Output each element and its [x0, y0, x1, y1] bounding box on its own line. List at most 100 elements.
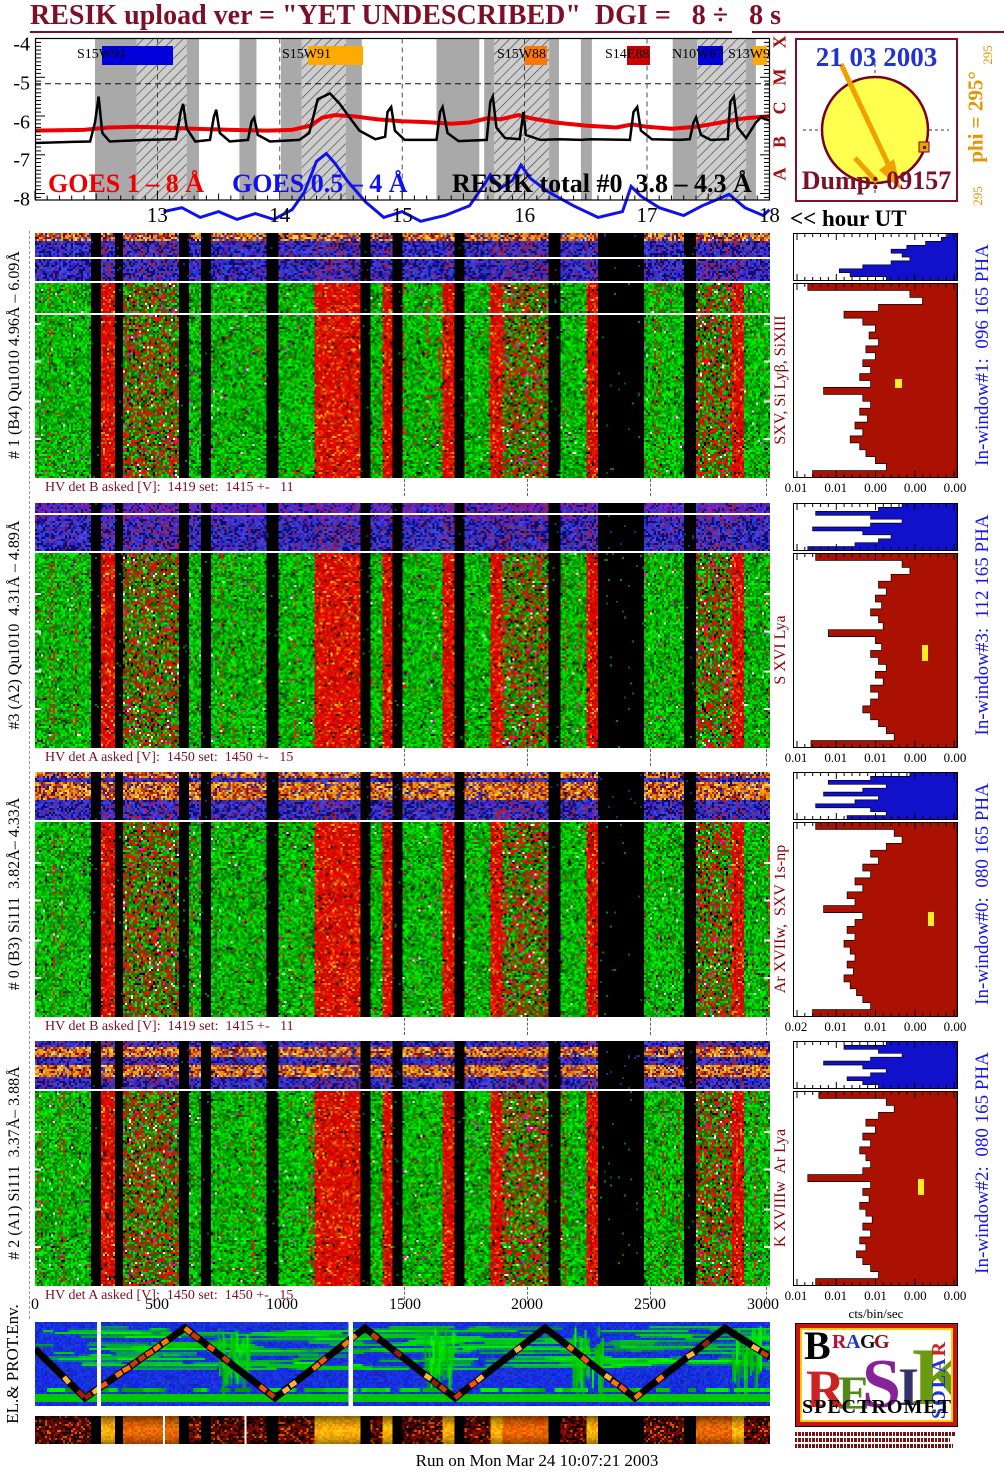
dump-number: Dump: 09157 [801, 166, 952, 195]
logo-bragg-letter: R [832, 1331, 847, 1353]
flare-interval-box [753, 46, 767, 65]
flare-id-label: S14E88 [605, 47, 650, 62]
histogram-axis-label: 0.01 [864, 1019, 887, 1034]
logo-bragg-letter: G [860, 1331, 876, 1353]
hour-dash-mark [650, 749, 651, 766]
hv-status-line: HV det B asked [V]: 1419 set: 1415 +- 11 [45, 1019, 294, 1034]
hour-dash-mark [766, 1018, 767, 1035]
hv-status-line: HV det B asked [V]: 1419 set: 1415 +- 11 [45, 480, 294, 495]
pha-strip-spectrogram [35, 233, 770, 281]
histogram-axis-label: 0.01 [824, 480, 848, 495]
spectral-line-label: S XVI Lya [772, 615, 789, 685]
run-timestamp: Run on Mon Mar 24 10:07:21 2003 [415, 1451, 659, 1470]
pha-strip-spectrogram [35, 503, 770, 551]
main-spectrogram [35, 553, 770, 748]
hour-dash-mark [404, 749, 405, 766]
count-histogram-red [793, 822, 958, 1017]
hv-status-line: HV det A asked [V]: 1450 set: 1450 +- 15 [45, 1288, 294, 1303]
histogram-axis-label: 0.01 [784, 1288, 808, 1303]
main-spectrogram [35, 822, 770, 1017]
title-underline [30, 31, 732, 33]
solar-disk-drawing [803, 62, 949, 196]
hour-tick-label: 18 [758, 203, 780, 227]
hour-dash-mark [404, 479, 405, 496]
logo-resik-letter: E [838, 1367, 871, 1420]
goes-class-letter: A [769, 167, 790, 181]
hour-dash-mark [766, 749, 767, 766]
resik-logo: BRAGGRESIKSOLARSPECTROMETER [795, 1323, 958, 1427]
hour-axis-note: << hour UT [790, 206, 907, 231]
hour-dash-mark [766, 1287, 767, 1304]
panel-left-label: # 2 (A1) Si111 3.37Å– 3.88Å [6, 1066, 23, 1260]
histogram-axis-label: 0.01 [784, 750, 808, 765]
pha-histogram-blue [793, 772, 958, 820]
goes-class-letter: B [769, 135, 790, 149]
flare-interval-box [627, 46, 650, 65]
legend-entry: RESIK total #0 3.8 – 4.3 Å [452, 169, 752, 198]
hour-dash-mark [404, 1287, 405, 1304]
main-spectrogram [35, 283, 770, 478]
hour-dash-mark [766, 479, 767, 496]
bin-axis-label: 3000 [747, 1296, 779, 1313]
credit-text-line [795, 1438, 950, 1442]
histogram-axis-label: 0.00 [903, 750, 927, 765]
hour-tick-label: 15 [391, 203, 413, 227]
logo-bragg-letter: B [804, 1328, 831, 1368]
histogram-axis-label: 0.00 [943, 480, 967, 495]
phi-value-small-bottom: 295 [970, 186, 985, 206]
hv-status-line: HV det A asked [V]: 1450 set: 1450 +- 15 [45, 750, 294, 765]
hour-dash-mark [527, 479, 528, 496]
hour-dash-mark [650, 1287, 651, 1304]
histogram-axis-label: 0.01 [824, 750, 848, 765]
in-window-label: In-window#3: 112 165 PHA [972, 514, 993, 736]
hour-dash-mark [650, 1018, 651, 1035]
goes-y-tick-label: -8 [13, 188, 30, 211]
count-histogram-red [793, 1091, 958, 1286]
env-zigzag-overlay [35, 1322, 770, 1406]
title-underline-right [752, 31, 1004, 33]
flare-interval-box [525, 46, 547, 65]
histogram-axis-label: 0.01 [864, 1288, 887, 1303]
flare-id-label: S15W91 [282, 47, 331, 62]
pha-strip-spectrogram [35, 1041, 770, 1089]
spectral-line-label: K XVIIIw Ar Lya [772, 1128, 789, 1248]
flare-id-label: S15W88 [497, 47, 546, 62]
hour-tick-label: 13 [146, 203, 168, 227]
goes-class-letter: C [769, 101, 790, 115]
logo-bragg-letter: A [846, 1331, 861, 1353]
histogram-axis-label: 0.01 [824, 1288, 848, 1303]
histogram-axis-label: 0.01 [784, 480, 808, 495]
pha-histogram-blue [793, 233, 958, 281]
observation-date: 21 03 2003 [815, 42, 938, 72]
hour-tick-label: 16 [514, 203, 536, 227]
goes-class-letter: X [769, 35, 790, 49]
hour-tick-label: 17 [636, 203, 658, 227]
hour-dash-mark [527, 749, 528, 766]
goes-y-tick-label: -6 [13, 111, 30, 133]
hour-dash-mark [404, 1018, 405, 1035]
histogram-axis-label: 0.00 [903, 1019, 927, 1034]
flare-id-label: S13W9 [728, 47, 770, 62]
bin-axis-label: 1500 [389, 1296, 421, 1313]
spectral-line-label: SXV, Si Lyβ, SiXIII [772, 315, 789, 445]
histogram-axis-label: 0.01 [824, 1019, 848, 1034]
logo-resik-letter: I [898, 1357, 920, 1417]
bin-axis-label: 0 [31, 1296, 39, 1313]
count-histogram-red [793, 553, 958, 748]
histogram-x-unit: cts/bin/sec [848, 1306, 904, 1321]
hour-tick-label: 14 [269, 203, 291, 227]
histogram-axis-label: 0.00 [943, 1288, 967, 1303]
credit-text-line [795, 1444, 953, 1448]
hour-dash-mark [527, 1018, 528, 1035]
goes-y-tick-label: -7 [13, 149, 30, 172]
histogram-axis-label: 0.01 [864, 750, 887, 765]
phi-label: phi = 295° [963, 71, 988, 163]
hour-dash-mark [527, 1287, 528, 1304]
histogram-axis-label: 0.00 [943, 750, 967, 765]
spectral-line-label: Ar XVIIw, SXV 1s-np [772, 844, 789, 994]
histogram-axis-label: 0.00 [943, 1019, 967, 1034]
flare-id-label: N10W67 [672, 47, 724, 62]
bin-axis-label: 2500 [634, 1296, 666, 1313]
logo-resik-letter: S [862, 1346, 901, 1422]
